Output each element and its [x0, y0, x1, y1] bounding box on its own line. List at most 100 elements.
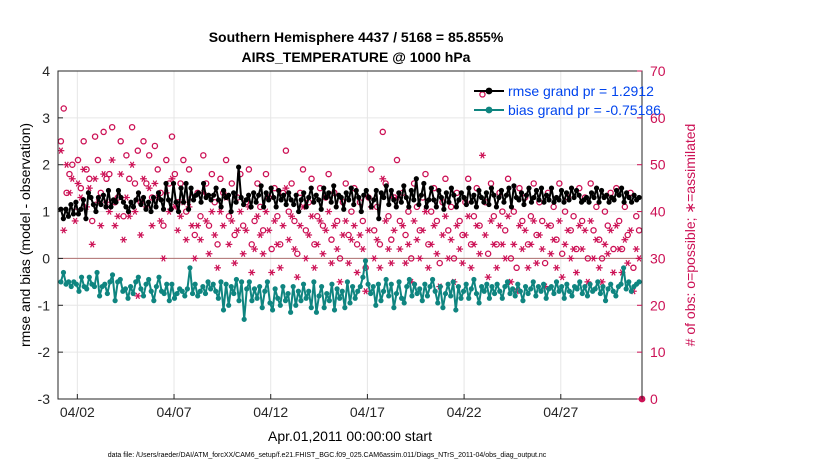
bias-point [479, 283, 485, 290]
x-tick-label: 04/27 [543, 404, 578, 420]
rmse-point [220, 187, 227, 194]
bias-point [347, 300, 353, 306]
obs-assimilated-point [373, 236, 381, 243]
rmse-point [483, 190, 490, 196]
bias-point [148, 288, 154, 294]
bias-point [504, 279, 511, 285]
bias-point [600, 283, 606, 290]
bias-point [130, 290, 136, 297]
obs-assimilated-point [313, 241, 321, 248]
bias-point [383, 276, 389, 283]
bias-point [125, 295, 131, 301]
obs-assimilated-point [205, 250, 213, 257]
rmse-point [618, 185, 625, 191]
bias-point [522, 283, 529, 290]
bias-point [254, 295, 260, 301]
bias-point [368, 290, 374, 297]
rmse-point [271, 194, 277, 201]
obs-possible-point [328, 236, 335, 243]
rmse-point [331, 183, 337, 189]
rmse-point [180, 199, 187, 205]
bias-point [143, 281, 149, 287]
rmse-point [168, 206, 174, 212]
rmse-point [623, 190, 630, 196]
bias-point [491, 290, 498, 297]
rmse-point [421, 180, 427, 187]
bias-point [484, 281, 490, 287]
obs-possible-point [527, 213, 535, 220]
obs-possible-point [519, 217, 526, 225]
obs-possible-point [484, 250, 492, 257]
rmse-point [123, 204, 129, 210]
rmse-point [200, 180, 207, 187]
obs-assimilated-point [487, 217, 495, 225]
obs-assimilated-point [140, 175, 147, 183]
bias-point [471, 276, 477, 283]
bias-point [636, 279, 642, 285]
obs-possible-point [228, 180, 236, 187]
obs-possible-point [601, 208, 609, 215]
obs-possible-point [359, 217, 367, 225]
bias-point [510, 286, 516, 292]
obs-possible-point [615, 217, 623, 225]
bias-point [486, 295, 492, 301]
rmse-point [85, 190, 92, 196]
obs-assimilated-point [188, 222, 196, 229]
bias-point [223, 281, 229, 287]
obs-possible-point [128, 123, 136, 131]
obs-possible-point [319, 222, 327, 229]
obs-possible-point [197, 213, 204, 220]
rmse-point [95, 194, 102, 201]
rmse-point [160, 206, 167, 212]
rmse-point [190, 197, 197, 203]
obs-assimilated-point [413, 236, 421, 243]
bias-point [538, 288, 544, 294]
plot-box [57, 70, 643, 400]
rmse-point [613, 187, 620, 194]
bias-point [566, 288, 573, 294]
obs-assimilated-point [131, 208, 139, 215]
rmse-point [548, 185, 555, 191]
rmse-point [491, 192, 497, 198]
rmse-point [583, 194, 590, 201]
rmse-point [306, 194, 312, 201]
obs-possible-point [388, 236, 395, 243]
obs-possible-point [308, 175, 315, 183]
bias-point [512, 293, 518, 299]
obs-possible-point [163, 156, 170, 164]
obs-assimilated-point [467, 264, 475, 272]
bias-point [311, 279, 317, 285]
bias-point [192, 281, 198, 287]
obs-assimilated-point [305, 231, 313, 239]
rmse-point [138, 201, 144, 208]
rmse-point [228, 208, 234, 215]
bias-point [595, 279, 601, 285]
y2-tick-label: 30 [650, 250, 666, 266]
rmse-point [133, 197, 139, 203]
obs-possible-point [504, 175, 512, 183]
obs-assimilated-point [473, 222, 481, 229]
obs-possible-point [516, 184, 523, 192]
bias-point [605, 286, 611, 292]
bias-point [448, 293, 454, 299]
rmse-point [593, 185, 600, 191]
rmse-point [68, 201, 74, 208]
obs-assimilated-point [105, 208, 113, 215]
bias-point [257, 283, 263, 290]
bias-point [569, 293, 575, 299]
rmse-point [128, 199, 134, 205]
rmse-point [215, 197, 222, 203]
rmse-point [576, 192, 582, 198]
rmse-point [236, 164, 242, 170]
obs-assimilated-point [521, 227, 529, 234]
rmse-point [60, 216, 67, 222]
y-axis-label: rmse and bias (model - observation) [17, 123, 33, 347]
obs-assimilated-point [68, 175, 76, 183]
obs-assimilated-point [157, 217, 164, 225]
rmse-point [388, 187, 394, 194]
bias-point [530, 279, 536, 285]
y2-tick-label: 0 [650, 391, 658, 407]
rmse-point [153, 204, 159, 210]
rmse-point [616, 192, 622, 198]
bias-point [329, 281, 335, 287]
